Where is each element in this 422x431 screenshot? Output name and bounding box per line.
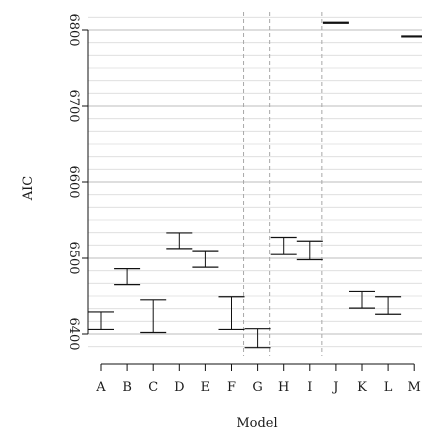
error-bar-h [270,236,297,255]
error-bar-e [192,250,219,268]
y-tick-label: 6400 [66,317,81,350]
x-tick-label: D [174,380,184,395]
error-bar-k [349,290,375,309]
x-tick-label: L [384,380,393,395]
error-bars [88,21,422,349]
x-tick-label: I [307,380,312,395]
y-tick-label: 6500 [66,241,81,274]
grid-lines [88,16,422,348]
y-tick-label: 6600 [66,165,81,198]
error-bar-b [114,268,141,286]
x-tick-label: A [95,380,106,395]
y-axis-label: AIC [21,176,36,202]
error-bar-c [140,299,167,334]
x-tick-label: F [227,380,236,395]
error-bar-i [296,240,323,261]
error-bar-f [218,296,245,331]
error-bar-l [375,296,402,315]
error-bar-d [166,232,193,250]
x-tick-label: M [408,380,421,395]
x-tick-label: K [357,380,367,395]
model-separators [243,12,323,356]
x-axis-label: Model [236,416,277,431]
x-tick-label: J [331,380,338,395]
x-tick-label: E [201,380,211,395]
x-tick-label: B [122,380,132,395]
y-tick-label: 6700 [66,89,81,122]
x-tick-label: C [148,380,158,395]
x-tick-label: H [278,380,289,395]
y-tick-label: 6800 [66,13,81,46]
axes: 6400 6500 6600 6700 6800 A B C D E F G H I J K L M [66,13,421,395]
error-bar-g [244,328,271,349]
x-tick-label: G [252,380,262,395]
error-bar-a [88,311,114,331]
